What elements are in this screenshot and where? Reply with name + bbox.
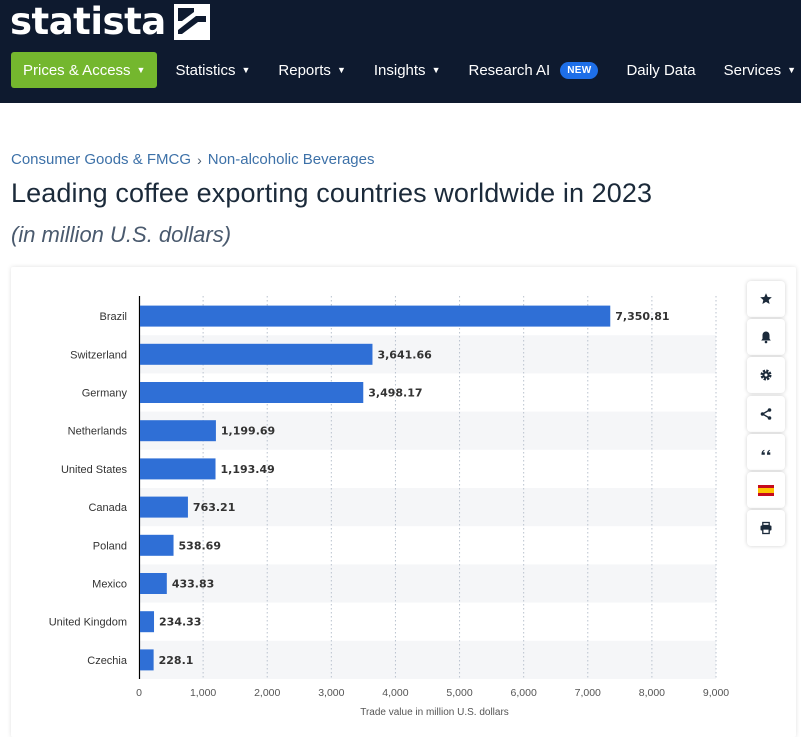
bar-mexico [140, 573, 167, 594]
nav-item-label: Insights [373, 61, 426, 79]
print-button[interactable] [747, 510, 785, 547]
nav-item-statistics[interactable]: Statistics ▼ [161, 52, 264, 88]
gear-icon [760, 369, 772, 381]
value-label: 228.1 [159, 654, 194, 667]
bell-icon [761, 331, 771, 344]
share-button[interactable] [747, 395, 785, 432]
row-background [139, 640, 716, 679]
top-navigation-bar: statista Prices & Access ▼ Statistics ▼ Repo… [0, 0, 801, 103]
category-label: Switzerland [70, 349, 127, 361]
nav-item-reports[interactable]: Reports ▼ [264, 52, 359, 88]
nav-item-insights[interactable]: Insights ▼ [360, 52, 455, 88]
nav-item-label: Daily Data [626, 61, 696, 79]
x-tick-label: 4,000 [382, 687, 408, 699]
category-label: Czechia [87, 655, 128, 667]
value-label: 3,641.66 [377, 348, 432, 361]
nav-item-label: Research AI [468, 61, 551, 79]
page-title: Leading coffee exporting countries world… [11, 178, 653, 208]
statista-logo[interactable]: statista [10, 2, 210, 42]
bar-netherlands [140, 420, 216, 442]
category-label: Germany [82, 388, 128, 400]
page-subtitle: (in million U.S. dollars) [11, 222, 232, 247]
category-label: United Kingdom [49, 617, 127, 629]
bar-switzerland [140, 343, 373, 365]
bar-brazil [140, 305, 611, 327]
value-label: 1,199.69 [221, 425, 275, 438]
bar-canada [140, 496, 188, 518]
chart-card: Brazil 7,350.81 Switzerland 3,641.66 Germany… [11, 267, 796, 737]
value-label: 538.69 [179, 539, 221, 552]
main-nav: Prices & Access ▼ Statistics ▼ Reports ▼ Insig… [11, 52, 801, 88]
nav-item-research-ai[interactable]: Research AI NEW [454, 52, 612, 88]
breadcrumb: Consumer Goods & FMCG › Non-alcoholic Be… [11, 151, 375, 168]
x-tick-label: 7,000 [575, 687, 601, 699]
nav-item-label: Prices & Access [23, 61, 131, 79]
category-label: Netherlands [68, 426, 128, 438]
spain-flag-icon [758, 485, 774, 496]
breadcrumb-link-non-alcoholic-beverages[interactable]: Non-alcoholic Beverages [207, 151, 375, 168]
nav-item-label: Reports [278, 61, 331, 79]
row-background [139, 488, 716, 527]
bar-czechia [140, 649, 154, 671]
x-tick-label: 2,000 [254, 687, 280, 699]
x-tick-label: 6,000 [511, 687, 537, 699]
quote-button[interactable] [747, 433, 785, 470]
breadcrumb-link-consumer-goods[interactable]: Consumer Goods & FMCG [11, 151, 192, 168]
quote-icon [761, 449, 771, 455]
x-tick-label: 5,000 [446, 687, 472, 699]
bar-poland [140, 534, 174, 556]
share-icon [760, 407, 772, 420]
caret-down-icon: ▼ [431, 65, 441, 75]
value-label: 1,193.49 [221, 463, 275, 476]
category-label: Poland [93, 540, 127, 552]
logo-text: statista [10, 0, 166, 43]
x-axis-title: Trade value in million U.S. dollars [360, 707, 509, 718]
category-label: Canada [88, 502, 127, 514]
breadcrumb-separator: › [197, 151, 202, 168]
gear-button[interactable] [747, 357, 785, 394]
caret-down-icon: ▼ [241, 65, 251, 75]
bar-chart: Brazil 7,350.81 Switzerland 3,641.66 Germany… [49, 296, 729, 718]
star-button[interactable] [747, 281, 785, 317]
row-background [139, 564, 716, 603]
caret-down-icon: ▼ [136, 65, 146, 75]
print-icon [760, 522, 772, 535]
category-label: Mexico [92, 579, 127, 591]
x-tick-label: 0 [136, 687, 142, 699]
x-tick-label: 3,000 [318, 687, 344, 699]
nav-item-daily-data[interactable]: Daily Data [612, 52, 709, 88]
x-tick-label: 1,000 [190, 687, 216, 699]
x-tick-label: 8,000 [639, 687, 665, 699]
value-label: 3,498.17 [368, 387, 422, 400]
nav-item-services[interactable]: Services ▼ [710, 52, 801, 88]
new-badge: NEW [560, 61, 599, 79]
category-label: United States [61, 464, 128, 476]
spain-flag-button[interactable] [747, 472, 785, 508]
value-label: 763.21 [193, 501, 235, 514]
bar-germany [140, 382, 364, 403]
x-tick-label: 9,000 [703, 687, 729, 699]
caret-down-icon: ▼ [336, 65, 346, 75]
bar-united-states [140, 458, 216, 480]
value-label: 7,350.81 [615, 310, 669, 323]
category-label: Brazil [99, 311, 127, 323]
value-label: 433.83 [172, 578, 214, 591]
row-background [139, 411, 716, 450]
nav-item-label: Services [723, 61, 782, 79]
bar-united-kingdom [140, 611, 155, 633]
nav-item-prices-access[interactable]: Prices & Access ▼ [11, 52, 158, 88]
caret-down-icon: ▼ [787, 65, 797, 75]
star-icon [760, 293, 772, 304]
bell-button[interactable] [747, 319, 785, 356]
logo-mark-icon [173, 4, 210, 40]
nav-item-label: Statistics [175, 61, 236, 79]
value-label: 234.33 [159, 616, 201, 629]
